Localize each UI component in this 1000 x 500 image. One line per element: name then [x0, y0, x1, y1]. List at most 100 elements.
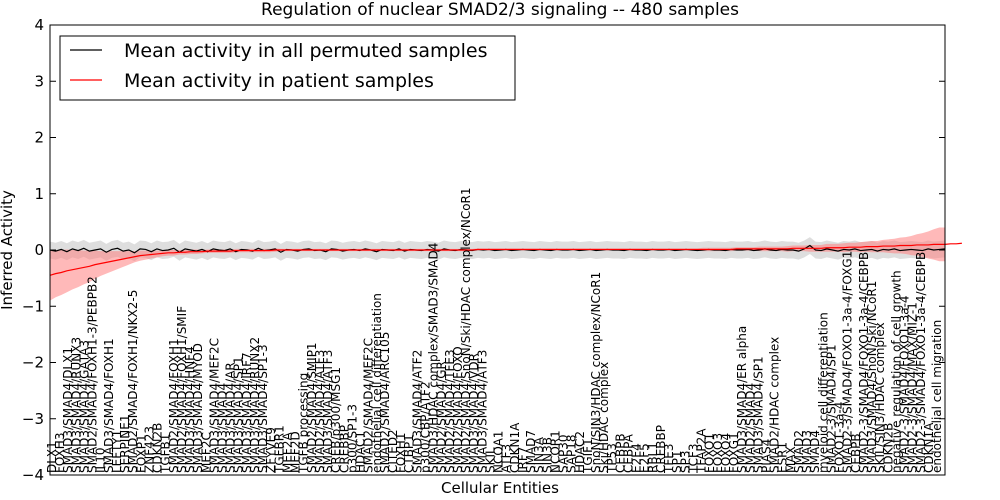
x-category-label: ATF3 [500, 444, 514, 473]
legend: Mean activity in all permuted samples Me… [59, 35, 516, 101]
y-tick-label: 4 [34, 16, 44, 34]
x-category-label: SMAD4 [808, 430, 822, 473]
x-category-label: SMAD3/SMAD4/MYOD [191, 343, 205, 473]
x-category-label: SMAD3/SMAD4/ER alpha [735, 326, 749, 473]
x-category-label: CDKN2B [151, 423, 165, 473]
x-category-label: SMAD3/SMAD4/DLX1 [61, 347, 75, 473]
x-category-label: SMAD3/SMAD4/AR [224, 362, 238, 473]
x-category-label: TCF3 [686, 443, 700, 474]
y-tick-label: 3 [34, 72, 44, 90]
x-category-label: FOXP1 [134, 434, 148, 473]
x-category-label: myeloid cell differentiation [816, 312, 830, 473]
x-category-label: CREB/p300/MSG1 [329, 367, 343, 473]
x-category-label: SMAD2-3/SMAD4/SP1 [824, 344, 838, 473]
x-category-label: FOXG1 [727, 432, 741, 473]
x-category-label: SERPINE1 [118, 414, 132, 473]
y-tick-label: −4 [22, 466, 44, 484]
x-category-label: SP1 [670, 451, 684, 474]
x-category-label: MEF2D [289, 431, 303, 473]
x-category-label: TGFBR1 [272, 425, 286, 474]
x-category-label: SIN3B [540, 437, 554, 473]
x-category-label: SMAD2 [792, 430, 806, 473]
x-category-label: DLX1 [45, 441, 59, 473]
x-category-label: SMAD2/HDAC complex [768, 337, 782, 473]
x-category-label: LEFTY1 [110, 430, 124, 473]
x-category-label: SMAD2/SMAD4/SMIP1 [305, 342, 319, 473]
x-category-label: CEBPA [621, 433, 635, 473]
x-category-label: CEBPB [613, 433, 627, 473]
x-category-label: E2F4 [630, 443, 644, 473]
x-category-label: ZFYVE9 [264, 427, 278, 473]
y-tick-label: −2 [22, 354, 44, 372]
x-category-label: TGFB1 [159, 434, 173, 474]
x-category-label: SMAD2/SMAD4/TFE3 [443, 349, 457, 473]
x-category-label: SMAD2/SMAD4/FOXH1/SMIF [175, 306, 189, 473]
x-category-label: RBL1 [646, 442, 660, 473]
x-category-label: FOXO4 [719, 433, 733, 473]
x-category-label: SP3 [678, 451, 692, 474]
x-category-label: SMAD2/SMAD4/FOXH1 [167, 338, 181, 473]
x-category-label: TFAP2A [695, 428, 709, 474]
x-category-label: SMAD3/SMAD4/SP1-3 [256, 344, 270, 473]
x-category-label: HDAC2 [573, 431, 587, 473]
y-tick-label: −1 [22, 297, 44, 315]
x-category-label: CDKN1A [922, 422, 936, 473]
x-category-label: p300/CBP/ATF2 [418, 381, 432, 473]
x-category-label: FOXH3 [53, 433, 67, 473]
x-category-label: SMAD2/SMAD4/GR [435, 361, 449, 473]
x-category-label: HDAC1 [354, 431, 368, 473]
x-category-label: TFE3 [662, 444, 676, 474]
series-line-patient [49, 242, 962, 276]
x-category-label: NCOA1 [492, 431, 506, 473]
x-category-label: PIAS4 [759, 439, 773, 473]
x-category-label: SAP30 [557, 434, 571, 473]
x-category-label: SIN3A [532, 436, 546, 473]
x-category-label: SKIL/SIN3/HDAC complex [873, 322, 887, 473]
x-category-label: CITED2 [386, 429, 400, 473]
chart-title: Regulation of nuclear SMAD2/3 signaling … [261, 0, 739, 20]
x-category-label: SMAD2/SMAD4 [743, 383, 757, 473]
x-category-label: SMAD3/SMAD4/FOXH1 [102, 338, 116, 473]
x-category-label: CDKN1A [508, 422, 522, 473]
x-category-label: NCOR1 [548, 430, 562, 473]
x-category-label: SMAD3/SMAD4/MEF2C [207, 338, 221, 473]
y-tick-label: 1 [34, 185, 44, 203]
x-category-label: TP53 [605, 443, 619, 474]
x-category-label: SMAD3/SMAD4/RUNX2 [248, 337, 262, 473]
x-category-label: SMAD2-3/SMAD4/FOXO1-3a-4/FOXG1 [841, 251, 855, 473]
x-category-label: SMAD2-3/SMAD4/FOXO1-3a-4/CEBPB [914, 252, 928, 473]
x-category-label: FOXO1 [703, 433, 717, 473]
x-category-label: negative regulation of cell growth [889, 270, 903, 473]
x-category-label: SMAD3/SMAD4/ATF3 [321, 350, 335, 473]
y-tick-label: 0 [34, 241, 44, 259]
x-category-label: MAX [784, 446, 798, 473]
legend-label-patient: Mean activity in patient samples [124, 70, 434, 92]
legend-label-permuted: Mean activity in all permuted samples [124, 40, 487, 62]
x-category-label: SMAD3/SMAD4/IRF7 [240, 352, 254, 473]
x-category-label: TGFB processing [297, 373, 311, 474]
x-category-label: SMAD3/SMAD4/SnoN/Ski/NCoR1 [865, 281, 879, 473]
x-category-label: SMAD3/SMAD4/RUNX3 [69, 337, 83, 473]
x-category-label: SMAD7 [524, 430, 538, 473]
x-category-label: SMAD2-3/SMAD4/FOXO1-3a-4 [898, 295, 912, 473]
x-category-label: SMAD2/SMAD4/ARC105 [378, 332, 392, 473]
x-category-label: SMAD3/SMAD4/VDR [467, 353, 481, 473]
x-category-label: SMAD3/SMAD4/ATF2 [410, 350, 424, 473]
y-tick-label: 2 [34, 129, 44, 147]
x-category-label: SMAD2/SMAD4/SnoN/Ski/HDAC complex/NCoR1 [459, 187, 473, 473]
x-category-label: SMAD2/SMAD4/MEF2C [362, 338, 376, 473]
x-category-label: SMAD2/SMAD4/FOXO [451, 346, 465, 473]
x-category-label: Ski/HDAC complex [597, 362, 611, 473]
x-category-label: SMAD3/SMAD4 [216, 383, 230, 473]
x-category-label: SMAD3/SMAD4/HNF4 [183, 346, 197, 473]
x-category-label: CREBBP [337, 425, 351, 473]
x-category-label: SMAD3/HDAC complex/SMAD3/SMAD4 [427, 243, 441, 473]
x-category-label: TGIF1 [581, 438, 595, 474]
plot-area: −4−3−2−101234DLX1FOXH3SMAD3/SMAD4/DLX1SM… [22, 16, 962, 484]
x-category-label: SAP18 [565, 434, 579, 473]
x-category-label: p300/SP1-3 [345, 404, 359, 473]
x-category-label: SMAD3/SMAD4/GATA3 [77, 340, 91, 473]
x-category-label: E2F5 [638, 443, 652, 473]
x-category-label: IL10 [94, 448, 108, 474]
